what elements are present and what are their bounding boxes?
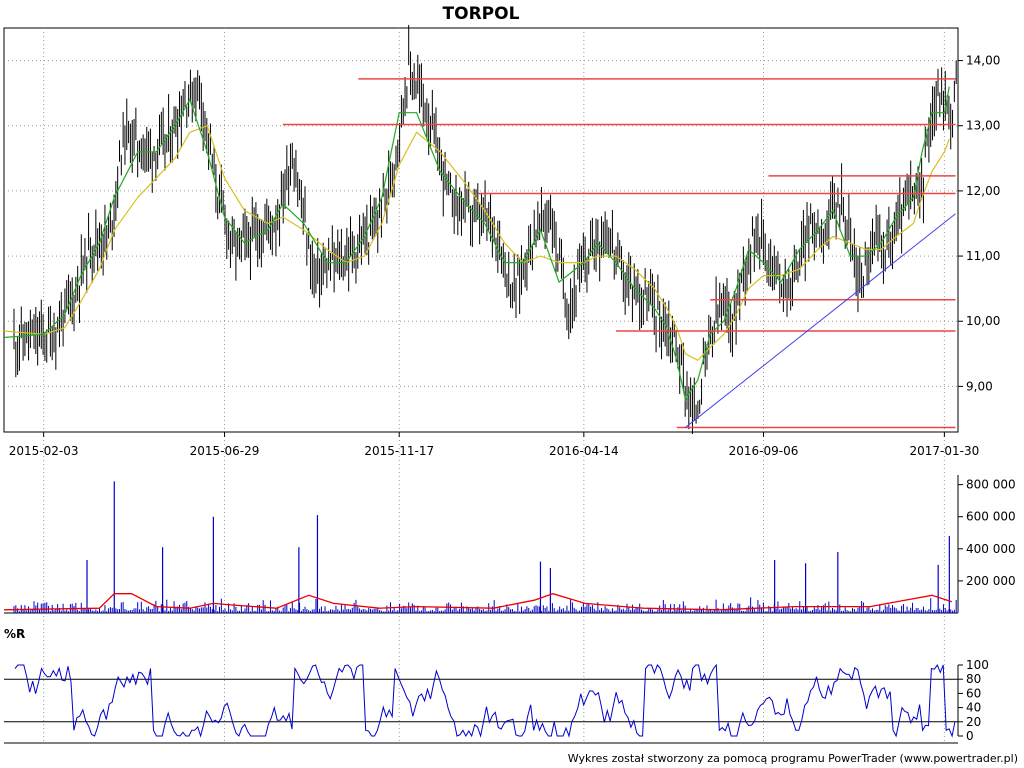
date-tick-label: 2017-01-30: [909, 444, 979, 458]
date-tick-label: 2015-06-29: [190, 444, 260, 458]
moving-average-short-line: [3, 86, 950, 401]
williams-r-label: %R: [4, 627, 25, 641]
williams-tick-label: 0: [966, 729, 974, 743]
support-trendline: [685, 213, 956, 428]
williams-tick-label: 60: [966, 686, 981, 700]
volume-tick-label: 600 000: [966, 510, 1016, 524]
williams-tick-label: 20: [966, 715, 981, 729]
date-tick-label: 2016-04-14: [549, 444, 619, 458]
date-tick-label: 2015-11-17: [364, 444, 434, 458]
price-tick-label: 13,00: [966, 119, 1000, 133]
date-tick-label: 2015-02-03: [9, 444, 79, 458]
volume-tick-label: 200 000: [966, 574, 1016, 588]
footer-credit: Wykres został stworzony za pomocą progra…: [568, 752, 1018, 765]
williams-r-line: [14, 663, 956, 738]
price-tick-label: 10,00: [966, 314, 1000, 328]
price-panel: 14,00 13,00 12,00 11,00 10,00 9,00 2015-02-03 2…: [3, 24, 1000, 744]
price-tick-label: 11,00: [966, 249, 1000, 263]
chart-title: TORPOL: [443, 4, 520, 24]
price-plot-frame: [3, 27, 959, 433]
price-tick-label: 9,00: [966, 379, 993, 393]
williams-tick-label: 80: [966, 672, 981, 686]
date-tick-label: 2016-09-06: [729, 444, 799, 458]
price-candles: [13, 24, 959, 435]
williams-tick-label: 100: [966, 658, 989, 672]
williams-tick-label: 40: [966, 701, 981, 715]
volume-panel: 800 000 600 000 400 000 200 000: [3, 475, 1016, 614]
volume-moving-average: [3, 593, 953, 611]
price-tick-label: 12,00: [966, 184, 1000, 198]
volume-tick-label: 400 000: [966, 542, 1016, 556]
price-tick-label: 14,00: [966, 54, 1000, 68]
moving-average-long-line: [3, 124, 950, 362]
volume-bars: [13, 481, 959, 613]
volume-tick-label: 800 000: [966, 478, 1016, 492]
